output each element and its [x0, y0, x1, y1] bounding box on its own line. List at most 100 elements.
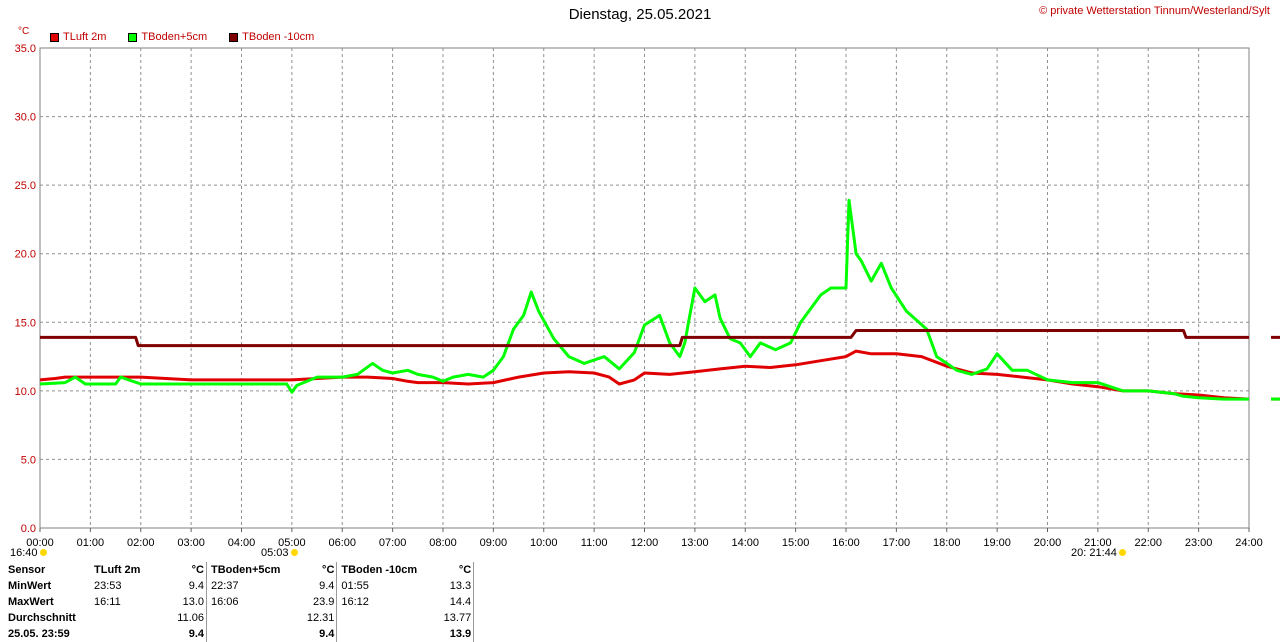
stats-cell-time: [207, 610, 285, 626]
stats-cell-time: 16:06: [211, 596, 239, 608]
series-line-2: [40, 329, 1249, 348]
legend-item-tboden10: TBoden -10cm: [229, 31, 314, 43]
stats-header-unit: °C: [154, 562, 207, 578]
sun-icon: [39, 549, 47, 556]
stats-row-current: 25.05. 23:59 9.4 9.4 13.9: [4, 626, 475, 642]
x-tick-label: 17:00: [883, 537, 911, 549]
stats-cell-value: 14.4: [421, 594, 475, 610]
legend-label-tboden10: TBoden -10cm: [242, 31, 315, 43]
x-tick-label: 01:00: [77, 537, 105, 549]
legend-item-tluft: TLuft 2m: [50, 31, 106, 43]
stats-row-label: MaxWert: [8, 596, 54, 608]
x-tick-label: 16:00: [832, 537, 860, 549]
legend-swatch-tboden10: [229, 32, 239, 42]
x-tick-label: 14:00: [731, 537, 759, 549]
stats-header-unit: °C: [284, 562, 338, 578]
stats-row-label: Durchschnitt: [8, 612, 76, 624]
x-axis-ticks: 00:00 01:00 02:00 03:00 04:00 05:00 06:00 07:00…: [26, 528, 1263, 549]
series-line-1: [39, 198, 1249, 401]
x-tick-label: 03:00: [177, 537, 205, 549]
x-tick-label: 11:00: [581, 537, 608, 549]
x-tick-label: 04:00: [228, 537, 256, 549]
y-axis-unit: °C: [18, 26, 30, 37]
stats-header-tluft: TLuft 2m: [94, 564, 141, 576]
right-edge-markers: [1271, 335, 1280, 401]
stats-cell-time: 23:53: [94, 580, 122, 592]
stats-cell-value: 9.4: [154, 578, 207, 594]
x-tick-label: 24:00: [1235, 537, 1263, 549]
x-tick-label: 05:00: [278, 537, 306, 549]
stats-cell-value: 13.9: [421, 626, 475, 642]
stats-cell-time: [90, 626, 154, 642]
copyright-notice: © private Wetterstation Tinnum/Westerlan…: [1039, 5, 1270, 17]
stats-cell-value: 13.0: [154, 594, 207, 610]
y-tick-label: 15.0: [15, 317, 36, 329]
stats-cell-time: [90, 610, 154, 626]
right-marker-1: [1271, 397, 1280, 401]
sunset-prefix: 20:: [1071, 547, 1087, 559]
stats-row-average: Durchschnitt 11.06 12.31 13.77: [4, 610, 475, 626]
stats-cell-value: 23.9: [284, 594, 338, 610]
series-line-0: [39, 349, 1250, 401]
sunset-label: 20: 21:44: [1071, 547, 1126, 559]
x-tick-label: 02:00: [127, 537, 155, 549]
stats-cell-value: 13.3: [421, 578, 475, 594]
stats-table: Sensor TLuft 2m °C TBoden+5cm °C TBoden …: [4, 562, 475, 642]
y-tick-label: 25.0: [15, 180, 36, 192]
y-tick-label: 20.0: [15, 249, 36, 261]
stats-cell-time: [337, 610, 421, 626]
x-tick-label: 12:00: [631, 537, 659, 549]
stats-header-sensor: Sensor: [8, 564, 46, 576]
sunset-icon: [1118, 549, 1126, 556]
right-marker-2: [1271, 335, 1280, 339]
x-tick-label: 18:00: [933, 537, 961, 549]
x-tick-label: 21:00: [1084, 537, 1112, 549]
sunrise-icon: [290, 549, 298, 556]
stats-row-label: MinWert: [8, 580, 52, 592]
y-tick-label: 0.0: [21, 523, 36, 535]
stats-header-tboden5: TBoden+5cm: [211, 564, 281, 576]
sunset-time: 21:44: [1089, 547, 1117, 559]
temperature-chart: 0.0 5.0 10.0 15.0 20.0 25.0 30.0 35.0 00:00 01:0…: [15, 43, 1280, 549]
x-tick-label: 19:00: [983, 537, 1011, 549]
stats-cell-value: 9.4: [154, 626, 207, 642]
y-tick-label: 5.0: [21, 454, 36, 466]
x-tick-label: 07:00: [379, 537, 407, 549]
stats-cell-value: 9.4: [284, 578, 338, 594]
stats-header-unit: °C: [421, 562, 475, 578]
legend-label-tluft: TLuft 2m: [63, 31, 107, 43]
series-lines: [39, 198, 1250, 401]
stats-cell-time: [337, 626, 421, 642]
stats-header-tboden10: TBoden -10cm: [341, 564, 418, 576]
stats-cell-time: [207, 626, 285, 642]
x-tick-label: 08:00: [429, 537, 457, 549]
y-tick-label: 30.0: [15, 112, 36, 124]
x-tick-label: 06:00: [328, 537, 356, 549]
x-tick-label: 13:00: [681, 537, 709, 549]
x-tick-label: 15:00: [782, 537, 810, 549]
stats-cell-time: 16:11: [94, 596, 121, 608]
stats-header-row: Sensor TLuft 2m °C TBoden+5cm °C TBoden …: [4, 562, 475, 578]
x-tick-label: 09:00: [480, 537, 508, 549]
x-tick-label: 10:00: [530, 537, 558, 549]
x-tick-label: 20:00: [1034, 537, 1062, 549]
legend-item-tboden5: TBoden+5cm: [128, 31, 207, 43]
y-tick-label: 35.0: [15, 43, 36, 55]
stats-cell-time: 01:55: [341, 580, 369, 592]
stats-cell-value: 13.77: [421, 610, 475, 626]
sun-left-time: 16:40: [10, 547, 38, 559]
x-tick-label: 23:00: [1185, 537, 1213, 549]
x-tick-label: 22:00: [1134, 537, 1162, 549]
stats-cell-value: 12.31: [284, 610, 338, 626]
stats-row-max: MaxWert 16:11 13.0 16:06 23.9 16:12 14.4: [4, 594, 475, 610]
chart-grid: [39, 47, 1250, 529]
stats-row-min: MinWert 23:53 9.4 22:37 9.4 01:55 13.3: [4, 578, 475, 594]
y-tick-label: 10.0: [15, 386, 36, 398]
stats-cell-time: 16:12: [341, 596, 369, 608]
stats-cell-time: 22:37: [211, 580, 239, 592]
legend: TLuft 2m TBoden+5cm TBoden -10cm: [50, 31, 314, 43]
sun-left-label: 16:40: [10, 547, 47, 559]
stats-cell-value: 9.4: [284, 626, 338, 642]
stats-cell-value: 11.06: [154, 610, 207, 626]
legend-label-tboden5: TBoden+5cm: [141, 31, 208, 43]
